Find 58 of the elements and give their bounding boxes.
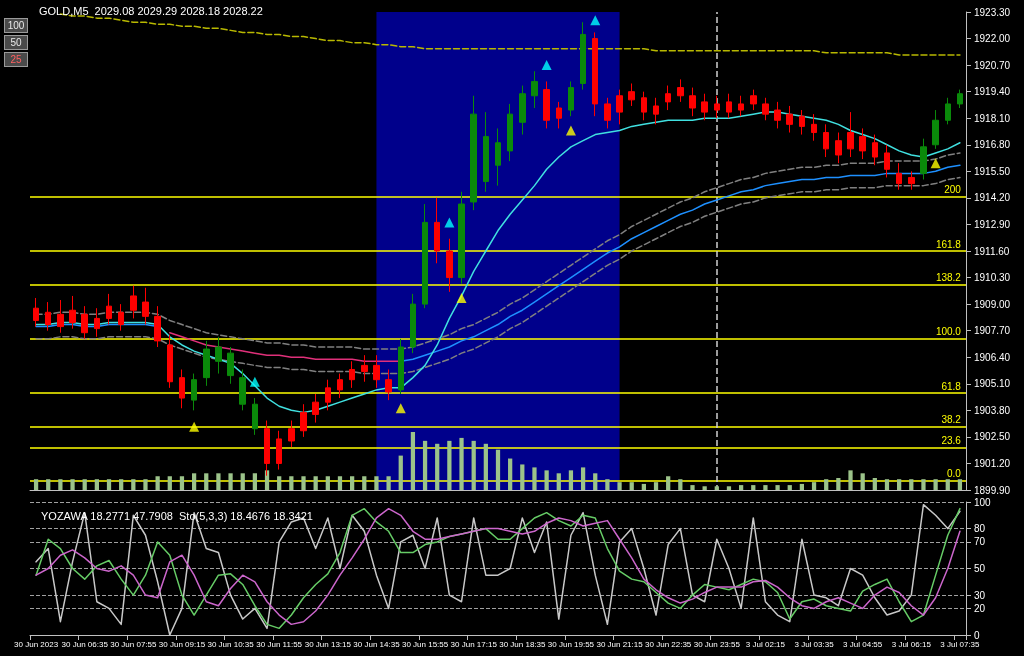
x-tick-label: 3 Jul 02:15 <box>745 639 786 649</box>
annotation: 61.8 <box>941 380 962 392</box>
x-tick-label: 30 Jun 22:35 <box>645 639 692 649</box>
x-tick-label: 30 Jun 18:35 <box>499 639 546 649</box>
zoom-button: 50 <box>4 35 28 50</box>
y-tick-label: 80 <box>974 523 986 535</box>
y-tick-label: 1905.10 <box>974 378 1011 390</box>
y-tick-label: 0 <box>974 629 980 641</box>
y-tick-label: 30 <box>974 589 986 601</box>
x-tick-label: 3 Jul 03:35 <box>794 639 835 649</box>
annotation: 38.2 <box>941 414 962 426</box>
x-tick-label: 30 Jun 10:35 <box>207 639 255 649</box>
x-tick-label: 30 Jun 07:55 <box>110 639 157 649</box>
x-tick-label: 30 Jun 17:15 <box>450 639 498 649</box>
x-tick-label: 30 Jun 13:15 <box>304 639 352 649</box>
y-tick-label: 1922.00 <box>974 33 1011 45</box>
y-tick-label: 1914.20 <box>974 192 1011 204</box>
x-tick-label: 30 Jun 23:55 <box>693 639 741 649</box>
x-tick-label: 3 Jul 07:35 <box>940 639 981 649</box>
y-tick-label: 70 <box>974 536 986 548</box>
y-tick-label: 1906.40 <box>974 351 1011 363</box>
annotation: 161.8 <box>935 238 962 250</box>
x-tick-label: 3 Jul 06:15 <box>891 639 932 649</box>
x-tick-label: 30 Jun 09:15 <box>158 639 206 649</box>
chart-title: GOLD,M5 2029.08 2029.29 2028.18 2028.22 <box>39 4 263 17</box>
y-tick-label: 1920.70 <box>974 59 1011 71</box>
y-tick-label: 1907.70 <box>974 325 1011 337</box>
zoom-button: 25 <box>4 52 28 67</box>
x-tick-label: 30 Jun 2023 <box>14 639 59 649</box>
y-tick-label: 1910.30 <box>974 272 1011 284</box>
x-tick-label: 30 Jun 19:55 <box>547 639 595 649</box>
zoom-button: 100 <box>4 18 28 33</box>
y-tick-label: 20 <box>974 602 986 614</box>
annotation: 100.0 <box>935 326 962 338</box>
y-tick-label: 1923.30 <box>974 6 1011 18</box>
x-tick-label: 30 Jun 11:55 <box>256 639 303 649</box>
y-tick-label: 100 <box>974 496 992 508</box>
annotation: 138.2 <box>935 272 962 284</box>
y-tick-label: 50 <box>974 563 986 574</box>
y-tick-label: 1911.60 <box>974 245 1010 257</box>
y-tick-label: 1903.80 <box>974 404 1011 416</box>
y-tick-label: 1909.00 <box>974 298 1011 310</box>
x-tick-label: 30 Jun 14:35 <box>353 639 401 649</box>
annotation: 23.6 <box>941 434 962 446</box>
y-tick-label: 1918.10 <box>974 112 1011 124</box>
y-tick-label: 1916.80 <box>974 139 1011 151</box>
x-tick-label: 30 Jun 15:55 <box>401 639 449 649</box>
y-tick-label: 1915.50 <box>974 165 1011 177</box>
x-tick-label: 30 Jun 21:15 <box>596 639 644 649</box>
y-tick-label: 1919.40 <box>974 86 1011 98</box>
y-tick-label: 1912.90 <box>974 218 1011 230</box>
x-tick-label: 30 Jun 06:35 <box>61 639 109 649</box>
y-tick-label: 1902.50 <box>974 431 1011 443</box>
y-tick-label: 1899.90 <box>974 484 1011 496</box>
annotation: 200 <box>944 184 962 196</box>
annotation: 0.0 <box>947 468 962 480</box>
y-tick-label: 1901.20 <box>974 457 1011 469</box>
x-tick-label: 3 Jul 04:55 <box>843 639 883 649</box>
